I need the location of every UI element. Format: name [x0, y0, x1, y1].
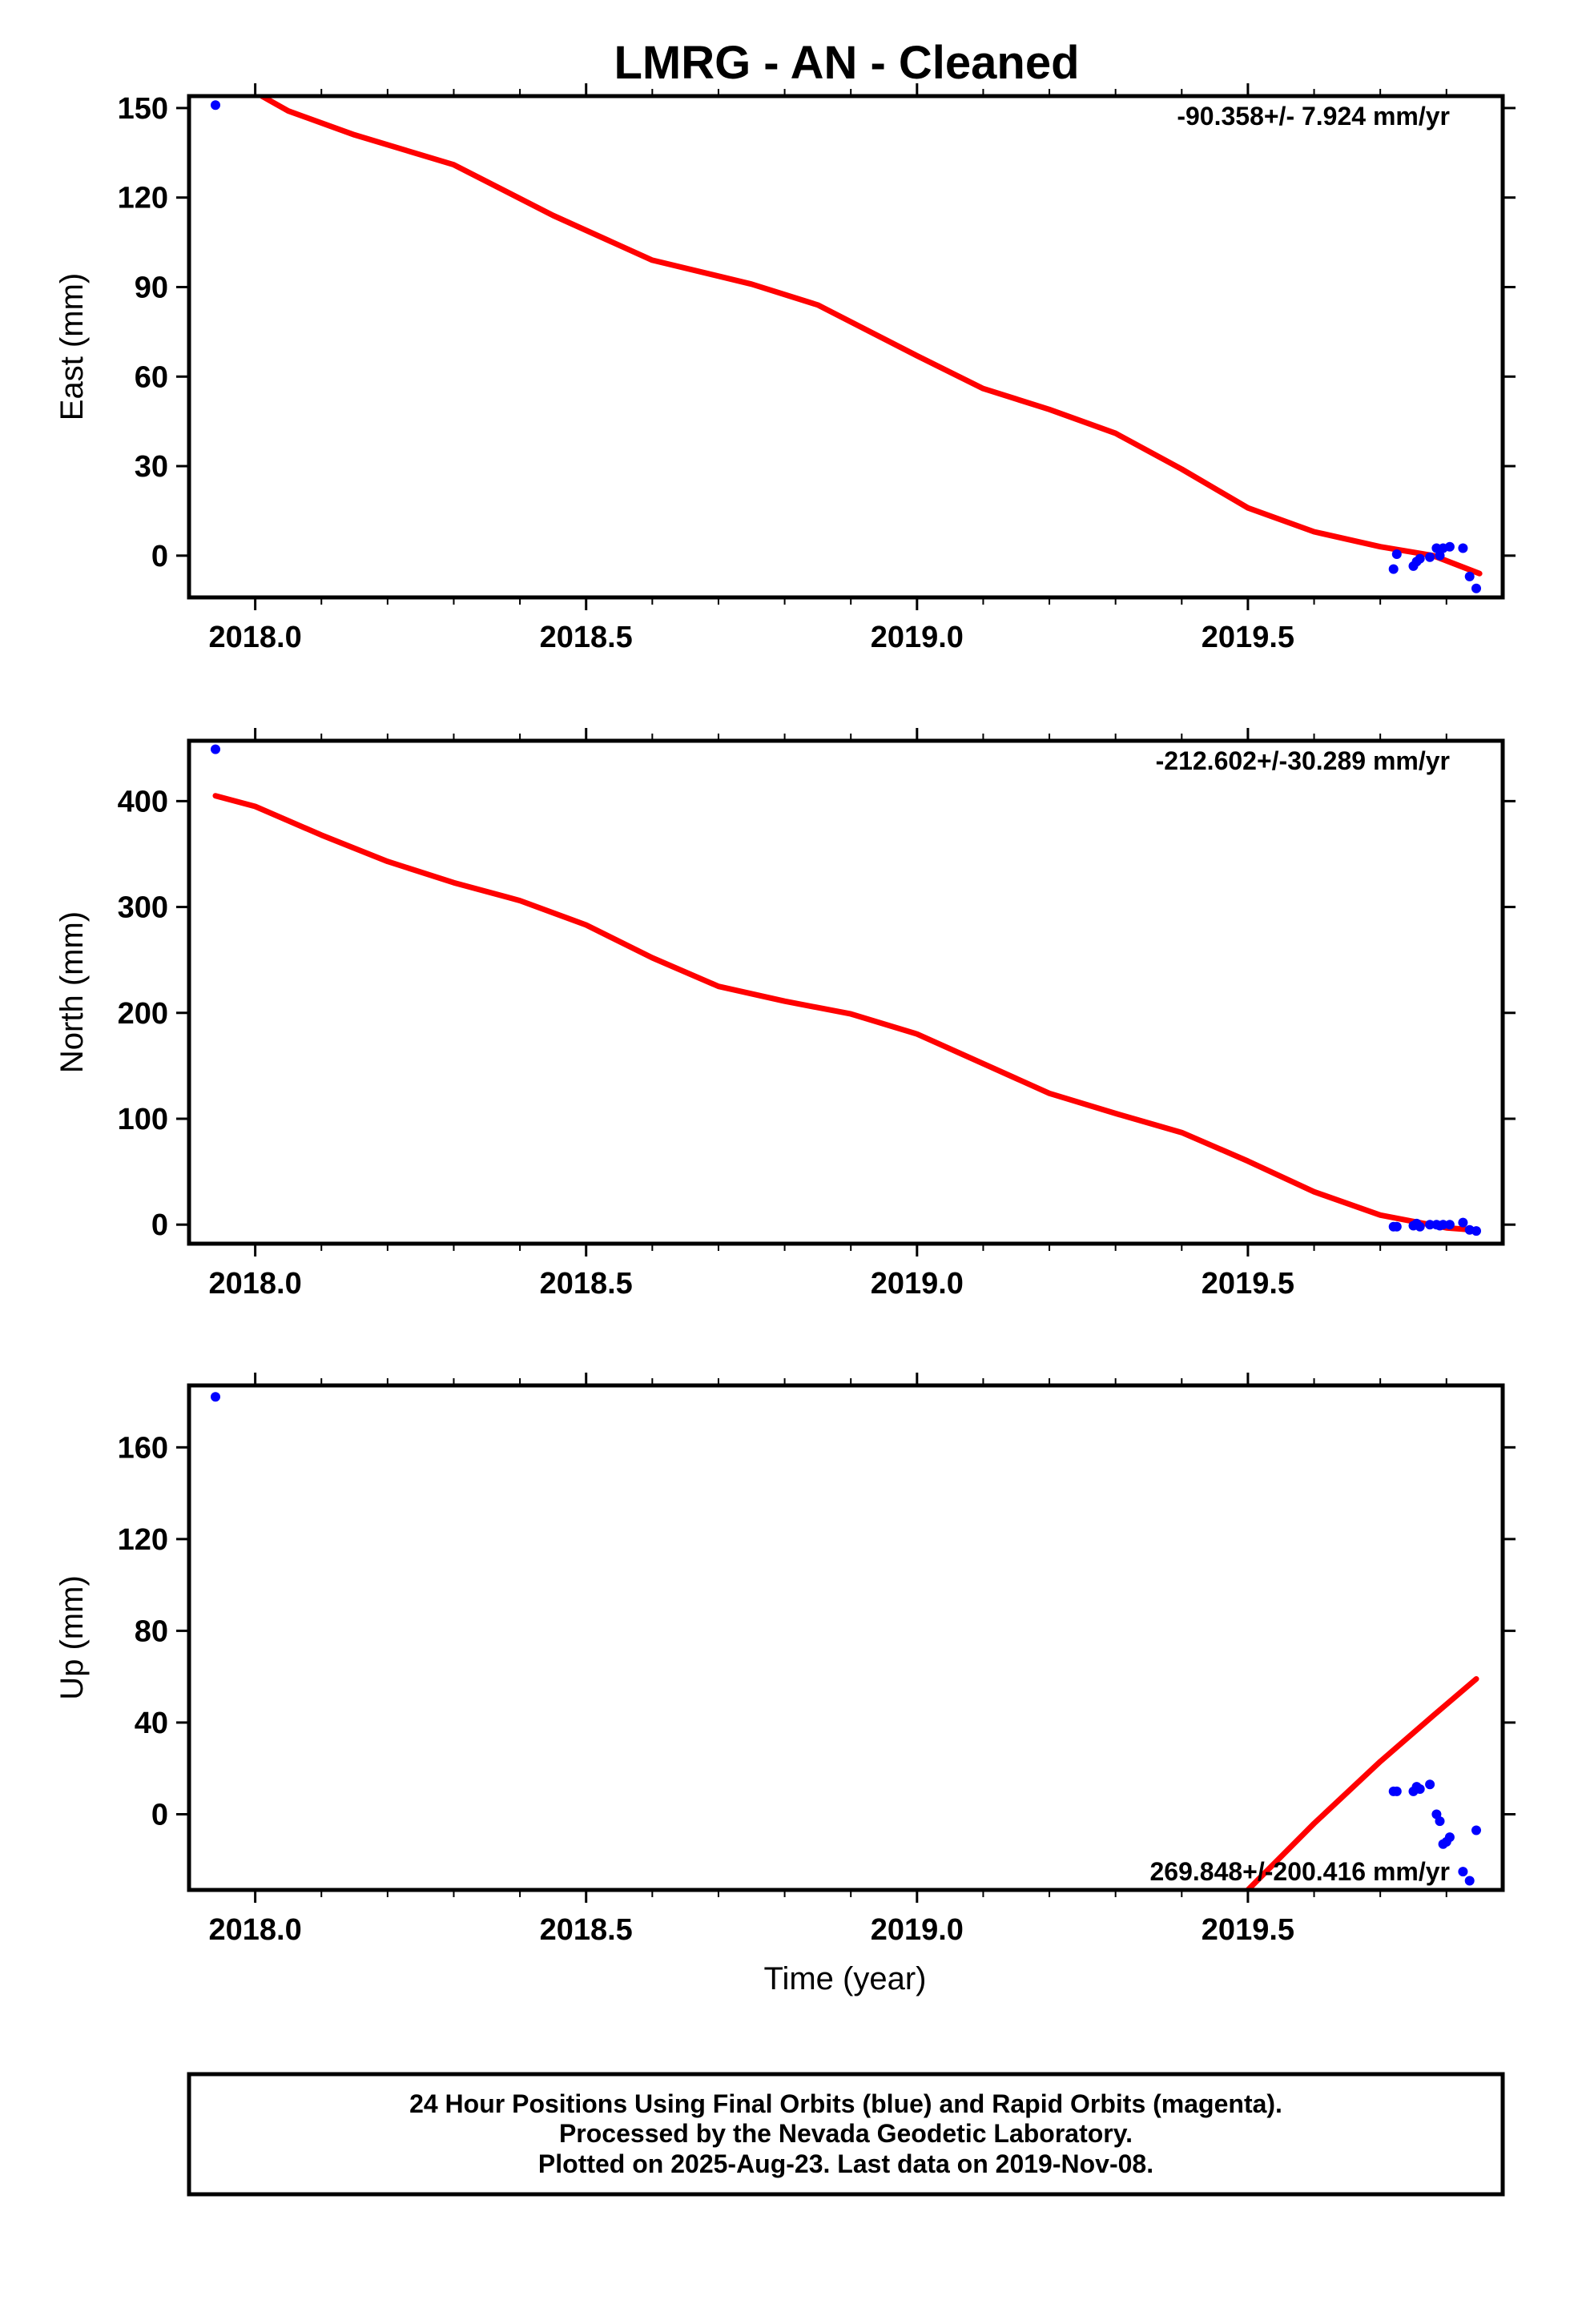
up-rate-label: 269.848+/-200.416 mm/yr — [1149, 1857, 1450, 1886]
east-y-tick-label: 60 — [135, 360, 168, 394]
east-y-axis-label: East (mm) — [54, 273, 90, 420]
north-x-tick-label: 2018.0 — [209, 1267, 302, 1301]
east-x-tick-label: 2018.5 — [540, 621, 633, 654]
footer-line-1: 24 Hour Positions Using Final Orbits (bl… — [409, 2089, 1282, 2118]
north-rate-label: -212.602+/-30.289 mm/yr — [1156, 746, 1450, 775]
north-data-point — [1425, 1220, 1435, 1230]
north-data-point — [1444, 1220, 1455, 1230]
east-x-tick-label: 2018.0 — [209, 621, 302, 654]
east-data-point — [1435, 550, 1445, 561]
north-y-axis-label: North (mm) — [54, 911, 90, 1073]
up-data-point — [1471, 1825, 1481, 1835]
north-panel-frame — [187, 738, 1505, 1246]
east-y-tick-label: 0 — [151, 540, 168, 573]
north-x-tick-label: 2018.5 — [540, 1267, 633, 1301]
north-data-point — [1415, 1221, 1425, 1232]
east-y-tick-label: 120 — [118, 182, 168, 215]
up-y-tick-label: 40 — [135, 1707, 168, 1740]
north-data-point — [1471, 1226, 1481, 1236]
up-y-axis-label: Up (mm) — [54, 1575, 90, 1700]
up-fit-line — [1245, 1676, 1479, 1890]
north-y-tick-label: 300 — [118, 891, 168, 925]
up-data-point — [1415, 1784, 1425, 1794]
east-y-tick-label: 30 — [135, 450, 168, 484]
up-data-point — [211, 1392, 220, 1402]
up-y-tick-label: 160 — [118, 1431, 168, 1465]
up-data-point — [1425, 1779, 1435, 1790]
up-x-tick-label: 2018.0 — [209, 1913, 302, 1947]
up-y-tick-label: 0 — [151, 1799, 168, 1832]
north-fit-line — [212, 793, 1476, 1233]
east-data-point — [1388, 564, 1399, 574]
up-panel-frame — [187, 1383, 1505, 1892]
north-data-point — [1458, 1217, 1468, 1228]
north-x-tick-label: 2019.0 — [871, 1267, 964, 1301]
up-data-point — [1444, 1832, 1455, 1843]
east-y-tick-label: 90 — [135, 271, 168, 304]
chart-title: LMRG - AN - Cleaned — [614, 37, 1079, 89]
east-rate-label: -90.358+/- 7.924 mm/yr — [1177, 102, 1450, 131]
up-x-tick-label: 2018.5 — [540, 1913, 633, 1947]
east-x-tick-label: 2019.0 — [871, 621, 964, 654]
x-axis-label: Time (year) — [764, 1961, 927, 1996]
north-data-point — [211, 744, 220, 754]
north-data-point — [1438, 1220, 1448, 1230]
north-y-tick-label: 0 — [151, 1208, 168, 1242]
east-data-point — [211, 100, 220, 111]
north-y-tick-label: 400 — [118, 785, 168, 818]
up-y-tick-label: 120 — [118, 1523, 168, 1557]
footer-line-2: Processed by the Nevada Geodetic Laborat… — [559, 2119, 1133, 2148]
up-panel: 2018.0 2018.5 2019.0 2019.5 0 40 80 120 160 Up (… — [54, 1373, 1516, 1947]
east-fit-line — [259, 96, 1483, 577]
footer-line-3: Plotted on 2025-Aug-23. Last data on 201… — [538, 2149, 1153, 2178]
up-y-tick-label: 80 — [135, 1614, 168, 1648]
north-data-point — [1391, 1221, 1402, 1232]
east-data-point — [1425, 552, 1435, 562]
up-data-point — [1435, 1816, 1445, 1827]
east-panel-frame — [187, 94, 1505, 600]
east-x-tick-label: 2019.5 — [1202, 621, 1294, 654]
east-data-point — [1464, 571, 1475, 581]
footer-box: 24 Hour Positions Using Final Orbits (bl… — [187, 2072, 1505, 2197]
up-data-point — [1464, 1876, 1475, 1886]
east-panel: 2018.0 2018.5 2019.0 2019.5 0 30 60 90 120 150 Ea… — [54, 83, 1516, 654]
up-x-tick-label: 2019.0 — [871, 1913, 964, 1947]
east-data-point — [1458, 543, 1468, 553]
up-x-tick-label: 2019.5 — [1202, 1913, 1294, 1947]
east-data-point — [1431, 543, 1442, 553]
up-data-point — [1391, 1786, 1402, 1796]
footer-frame — [187, 2072, 1505, 2197]
east-data-point — [1471, 583, 1481, 593]
north-y-tick-label: 100 — [118, 1103, 168, 1136]
east-data-point — [1415, 553, 1425, 564]
north-x-tick-label: 2019.5 — [1202, 1267, 1294, 1301]
north-panel: 2018.0 2018.5 2019.0 2019.5 0 100 200 300 400 No… — [54, 728, 1516, 1301]
up-data-point — [1458, 1867, 1468, 1877]
east-y-tick-label: 150 — [118, 92, 168, 126]
north-y-tick-label: 200 — [118, 997, 168, 1031]
east-data-point — [1444, 541, 1455, 552]
east-data-point — [1391, 549, 1402, 559]
